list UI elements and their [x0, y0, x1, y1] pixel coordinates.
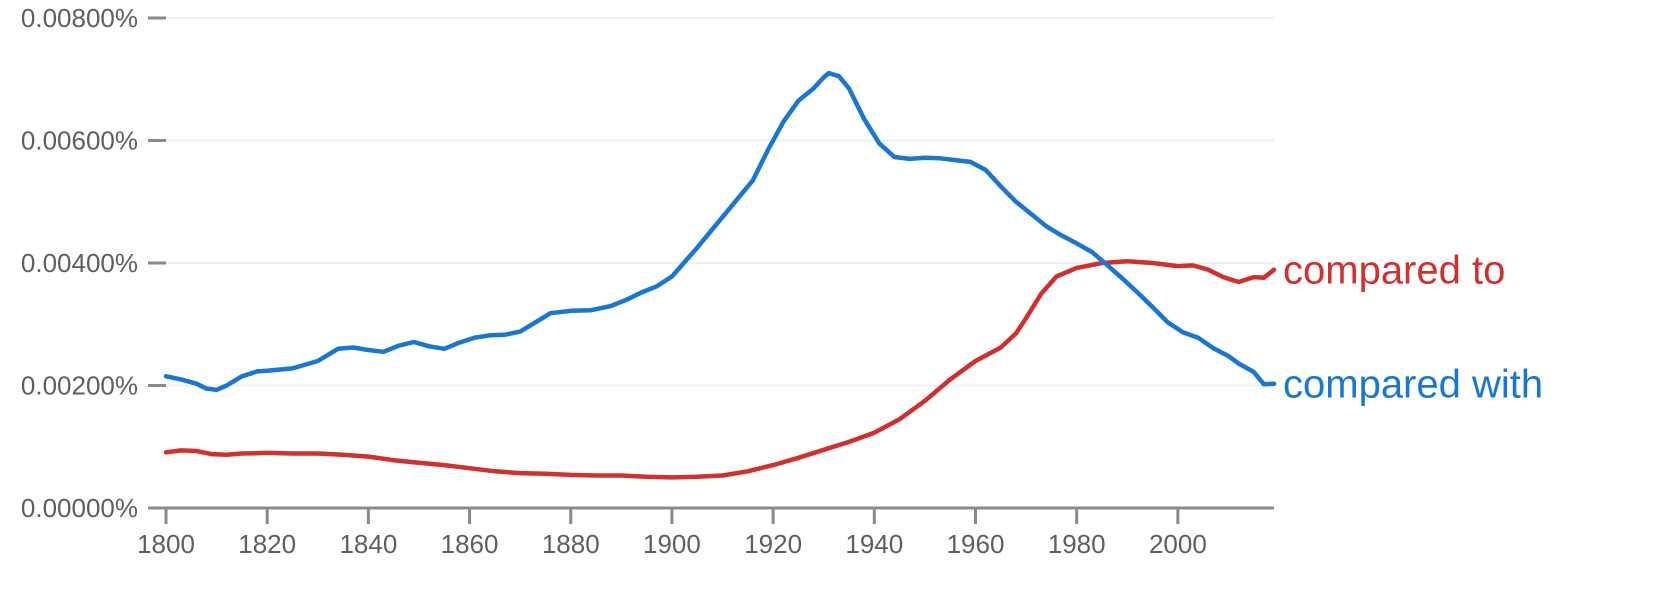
x-tick-label-10: 2000 [1149, 529, 1207, 559]
y-tick-label-0: 0.00000% [21, 493, 138, 523]
grid-lines [166, 17, 1274, 387]
x-tick-label-3: 1860 [441, 529, 499, 559]
series-label-compared-with: compared with [1283, 363, 1543, 407]
y-tick-label-3: 0.00600% [21, 126, 138, 156]
x-tick-label-6: 1920 [744, 529, 802, 559]
x-tick-label-5: 1900 [643, 529, 701, 559]
x-tick-label-1: 1820 [238, 529, 296, 559]
y-tick-label-1: 0.00200% [21, 371, 138, 401]
x-tick-label-0: 1800 [137, 529, 195, 559]
x-tick-label-9: 1980 [1048, 529, 1106, 559]
x-tick-label-7: 1940 [845, 529, 903, 559]
series-labels: compared to compared with [1283, 249, 1543, 407]
x-tick-label-4: 1880 [542, 529, 600, 559]
series-line-compared-to[interactable] [163, 258, 1277, 480]
series-line-compared-with[interactable] [163, 70, 1277, 393]
series-label-compared-to: compared to [1283, 249, 1505, 293]
x-tick-label-2: 1840 [339, 529, 397, 559]
y-tick-label-2: 0.00400% [21, 248, 138, 278]
y-tick-label-4: 0.00800% [21, 3, 138, 33]
series-lines [163, 70, 1277, 480]
x-tick-label-8: 1960 [947, 529, 1005, 559]
axes: 0.00000% 0.00200% 0.00400% 0.00600% 0.00800%… [21, 3, 1274, 559]
